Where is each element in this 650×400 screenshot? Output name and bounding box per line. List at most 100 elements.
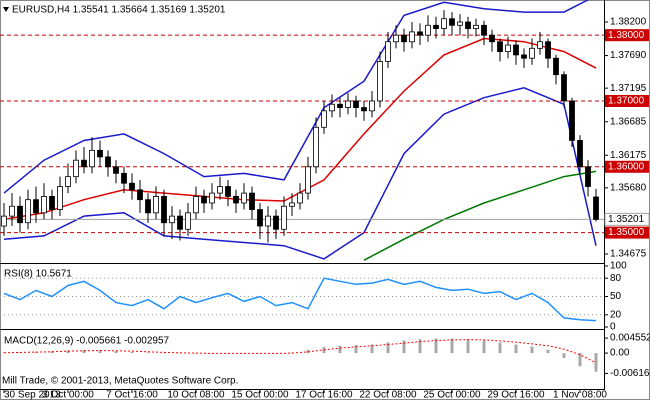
candle-body	[265, 215, 271, 227]
x-tick-label: 17 Oct 16:00	[295, 390, 353, 400]
histogram-bar	[402, 340, 406, 354]
x-tick-label: 3 Oct 00:00	[42, 390, 94, 400]
candle-body	[129, 182, 135, 191]
y-tick-label: 50	[610, 291, 622, 302]
y-tick-label: 1.34675	[610, 249, 647, 260]
x-tick-label: 29 Oct 16:00	[487, 390, 545, 400]
histogram-bar	[434, 338, 438, 354]
candle-body	[513, 44, 519, 56]
candle-body	[345, 100, 351, 108]
level-label-box	[605, 160, 649, 173]
candle-body	[369, 100, 375, 112]
candle-body	[81, 159, 87, 168]
candle-body	[489, 34, 495, 43]
candle-body	[281, 205, 287, 230]
candle-body	[145, 199, 151, 214]
candle-body	[241, 192, 247, 204]
histogram-bar	[578, 353, 582, 367]
candle-body	[201, 195, 207, 204]
y-tick-label: 20	[610, 309, 622, 320]
candle-body	[137, 189, 143, 201]
candle-body	[409, 31, 415, 43]
candle-body	[105, 156, 111, 168]
histogram-bar	[418, 339, 422, 354]
y-tick-label: 0.004552	[610, 333, 650, 344]
candle-body	[113, 166, 119, 174]
candle-body	[217, 186, 223, 194]
candle-body	[49, 195, 55, 210]
candle-body	[233, 195, 239, 204]
candle-body	[577, 140, 583, 168]
histogram-bar	[66, 350, 70, 354]
y-tick-label: 1.38200	[610, 17, 647, 28]
histogram-bar	[546, 349, 550, 354]
candle-body	[289, 202, 295, 207]
x-tick-label: 30 Sep 2013	[4, 390, 61, 400]
histogram-bar	[354, 345, 358, 354]
panel-title: EURUSD,H4 1.35541 1.35664 1.35169 1.3520…	[12, 5, 226, 16]
level-label-box	[605, 226, 649, 239]
candle-body	[417, 31, 423, 36]
x-tick-label: 10 Oct 08:00	[167, 390, 225, 400]
candle-body	[305, 166, 311, 194]
candle-body	[553, 57, 559, 76]
candle-body	[449, 18, 455, 26]
x-tick-label: 22 Oct 08:00	[359, 390, 417, 400]
y-tick-label: 1.36685	[610, 116, 647, 127]
level-label: 1.35000	[608, 227, 645, 238]
x-tick-label: 25 Oct 00:00	[423, 390, 481, 400]
candle-body	[585, 166, 591, 187]
candle-body	[185, 212, 191, 230]
candle-body	[177, 215, 183, 230]
histogram-bar	[514, 344, 518, 354]
histogram-bar	[162, 353, 166, 354]
candle-body	[561, 74, 567, 102]
candle-body	[273, 215, 279, 230]
candle-body	[329, 103, 335, 112]
candle-body	[401, 34, 407, 43]
y-tick-label: 1.37195	[610, 83, 647, 94]
candle-body	[473, 24, 479, 29]
candle-body	[321, 110, 327, 128]
histogram-bar	[594, 353, 598, 372]
x-tick-label: 1 Nov 08:00	[553, 390, 607, 400]
candle-body	[529, 47, 535, 59]
candle-body	[425, 24, 431, 36]
candle-body	[57, 186, 63, 210]
candle-body	[433, 24, 439, 29]
indicator-line	[3, 339, 597, 364]
candle-body	[385, 41, 391, 62]
candle-body	[225, 186, 231, 197]
histogram-bar	[482, 340, 486, 354]
histogram-bar	[530, 346, 534, 354]
candle-body	[161, 195, 167, 224]
candle-body	[121, 172, 127, 184]
level-label: 1.37000	[608, 96, 645, 107]
candle-body	[17, 205, 23, 224]
candle-body	[169, 215, 175, 224]
histogram-bar	[114, 351, 118, 354]
y-tick-label: 100	[610, 261, 627, 272]
y-tick-label: 80	[610, 273, 622, 284]
indicator-line	[3, 277, 597, 322]
candle-body	[65, 176, 71, 187]
panel-title: MACD(12,26,9) -0.005661 -0.002957	[4, 336, 170, 347]
candle-body	[521, 54, 527, 59]
candle-body	[313, 126, 319, 168]
last-price-label: 1.35201	[608, 214, 645, 225]
candle-body	[481, 24, 487, 36]
level-label-box	[605, 94, 649, 107]
indicator-line	[363, 170, 597, 261]
y-tick-label: 1.35680	[610, 182, 647, 193]
candle-body	[537, 41, 543, 49]
histogram-bar	[370, 344, 374, 354]
x-tick-label: 7 Oct 16:00	[106, 390, 158, 400]
candle-body	[97, 149, 103, 158]
candle-body	[9, 205, 15, 217]
candle-body	[337, 103, 343, 108]
candle-body	[465, 21, 471, 29]
histogram-bar	[450, 338, 454, 354]
histogram-bar	[386, 342, 390, 354]
candle-body	[377, 61, 383, 102]
